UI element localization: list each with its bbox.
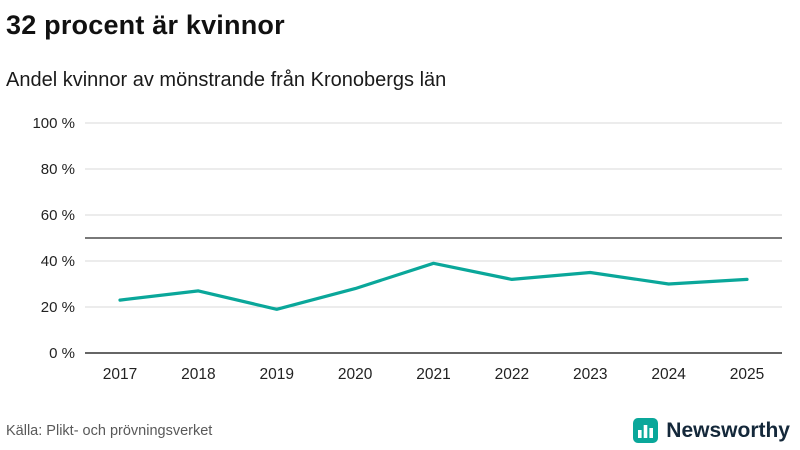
svg-text:40 %: 40 % <box>41 253 75 270</box>
svg-text:100 %: 100 % <box>32 115 75 132</box>
svg-text:2025: 2025 <box>730 366 764 383</box>
bar-chart-bubble-icon <box>633 418 659 443</box>
svg-text:2020: 2020 <box>338 366 373 383</box>
newsworthy-logo: Newsworthy <box>632 417 790 444</box>
svg-text:60 %: 60 % <box>41 207 75 224</box>
source-text: Källa: Plikt- och prövningsverket <box>6 422 213 439</box>
svg-text:2017: 2017 <box>103 366 137 383</box>
chart-area: 0 % 20 % 40 % 60 % 80 % 100 % 2017 2018 2019 2020… <box>0 103 800 393</box>
svg-text:20 %: 20 % <box>41 299 75 316</box>
page-title: 32 procent är kvinnor <box>6 10 285 40</box>
svg-text:80 %: 80 % <box>41 161 75 178</box>
svg-text:2022: 2022 <box>495 366 529 383</box>
svg-text:2021: 2021 <box>416 366 450 383</box>
brand-name: Newsworthy <box>666 418 790 442</box>
svg-text:2023: 2023 <box>573 366 607 383</box>
line-chart: 0 % 20 % 40 % 60 % 80 % 100 % 2017 2018 2019 2020… <box>32 115 782 383</box>
svg-text:2018: 2018 <box>181 366 215 383</box>
svg-text:2019: 2019 <box>260 366 294 383</box>
svg-text:2024: 2024 <box>651 366 686 383</box>
chart-footer: Källa: Plikt- och prövningsverket Newswo… <box>0 417 800 444</box>
svg-text:0 %: 0 % <box>49 345 75 362</box>
chart-subtitle: Andel kvinnor av mönstrande från Kronobe… <box>6 69 447 91</box>
